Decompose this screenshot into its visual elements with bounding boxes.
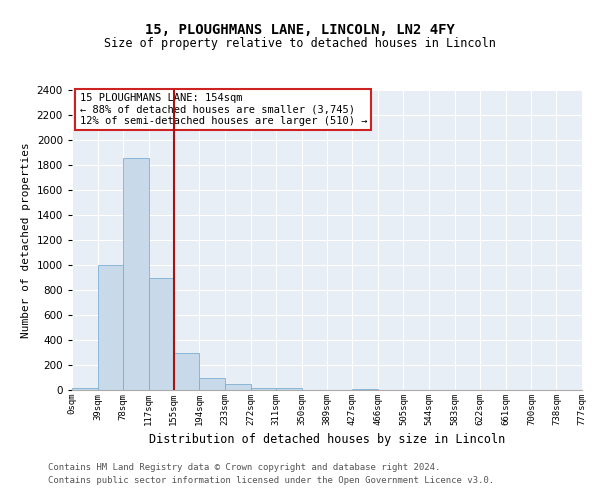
Bar <box>174 352 199 390</box>
Bar <box>149 278 175 390</box>
Bar <box>225 384 251 390</box>
Text: Contains public sector information licensed under the Open Government Licence v3: Contains public sector information licen… <box>48 476 494 485</box>
X-axis label: Distribution of detached houses by size in Lincoln: Distribution of detached houses by size … <box>149 434 505 446</box>
Bar <box>72 388 98 390</box>
Text: 15 PLOUGHMANS LANE: 154sqm
← 88% of detached houses are smaller (3,745)
12% of s: 15 PLOUGHMANS LANE: 154sqm ← 88% of deta… <box>80 93 367 126</box>
Text: Size of property relative to detached houses in Lincoln: Size of property relative to detached ho… <box>104 38 496 51</box>
Bar <box>98 265 123 390</box>
Text: Contains HM Land Registry data © Crown copyright and database right 2024.: Contains HM Land Registry data © Crown c… <box>48 464 440 472</box>
Bar <box>251 388 276 390</box>
Y-axis label: Number of detached properties: Number of detached properties <box>21 142 31 338</box>
Bar <box>123 158 149 390</box>
Text: 15, PLOUGHMANS LANE, LINCOLN, LN2 4FY: 15, PLOUGHMANS LANE, LINCOLN, LN2 4FY <box>145 22 455 36</box>
Bar <box>276 388 302 390</box>
Bar <box>199 378 225 390</box>
